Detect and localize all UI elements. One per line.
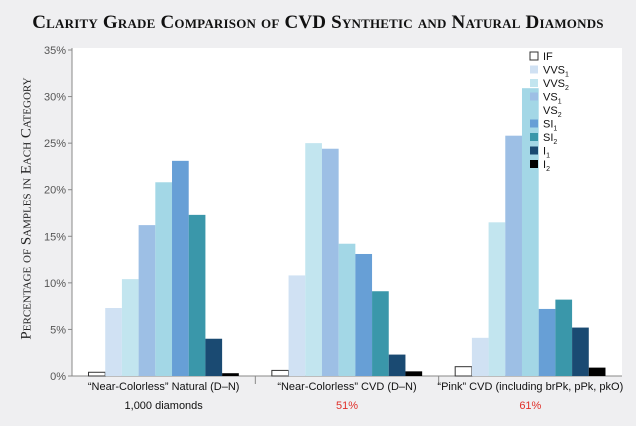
legend-swatch-si2 [530,133,538,141]
bar-vs2 [521,88,539,376]
bar-vvs1 [105,308,122,376]
legend-label-vs2: VS2 [543,105,562,119]
bar-vvs2 [488,222,506,376]
bar-si1 [355,253,373,376]
bar-i1 [572,327,589,376]
y-tick-label: 30% [44,92,66,104]
y-tick-label: 25% [44,138,66,150]
x-category-label: “Near-Colorless” Natural (D–N) [88,381,240,393]
bar-if [271,369,290,377]
legend-swatch-vvs1 [530,65,538,74]
legend-label-i2: I2 [543,159,550,173]
legend-swatch-if [529,51,539,61]
legend-label-vvs2: VVS2 [543,78,569,92]
legend-label-si2: SI2 [543,132,557,146]
bar-if [454,366,473,377]
legend-label-vvs1: VVS1 [543,65,569,79]
bar-i2 [405,371,423,376]
bar-if [88,371,106,377]
legend-swatch-vvs2 [530,79,538,87]
bar-vs1 [505,135,522,376]
bar-si1 [172,160,189,376]
legend-swatch-i1 [530,146,538,155]
x-category-sublabel: 1,000 diamonds [125,400,204,412]
legend-swatch-vs2 [530,106,538,114]
y-tick-label: 0% [50,371,66,383]
y-tick-label: 35% [44,45,66,57]
bar-vs2 [338,243,356,376]
bar-vs1 [138,225,156,376]
bar-si2 [188,214,206,376]
bar-si1 [538,308,556,376]
y-tick-label: 5% [50,324,66,336]
bar-i1 [388,354,406,376]
legend-label-i1: I1 [543,146,550,160]
x-category-label: “Pink” CVD (including brPk, pPk, pkO) [437,381,623,393]
bar-vs2 [155,182,173,376]
chart-title: Clarity Grade Comparison of CVD Syntheti… [32,12,604,33]
x-category-label: “Near-Colorless” CVD (D–N) [277,381,416,393]
bar-i1 [205,338,223,376]
bar-si2 [555,299,573,376]
legend-label-si1: SI1 [543,119,557,133]
legend-label-if: IF [543,51,553,63]
x-category-sublabel: 61% [519,400,541,412]
x-category-sublabel: 51% [336,400,358,412]
bar-vs1 [321,148,339,376]
legend-swatch-i2 [530,160,538,168]
bar-vvs1 [471,337,489,376]
bar-vvs2 [305,143,322,376]
y-tick-label: 10% [44,278,66,290]
bar-si2 [372,291,389,376]
legend-swatch-si1 [530,119,538,128]
y-tick-label: 15% [44,231,66,243]
legend-label-vs1: VS1 [543,92,562,106]
bar-vvs2 [121,279,139,376]
y-tick-label: 20% [44,185,66,197]
bar-i2 [222,373,239,376]
legend-swatch-vs1 [530,92,538,101]
bar-i2 [588,367,606,376]
bar-vvs1 [288,275,306,376]
